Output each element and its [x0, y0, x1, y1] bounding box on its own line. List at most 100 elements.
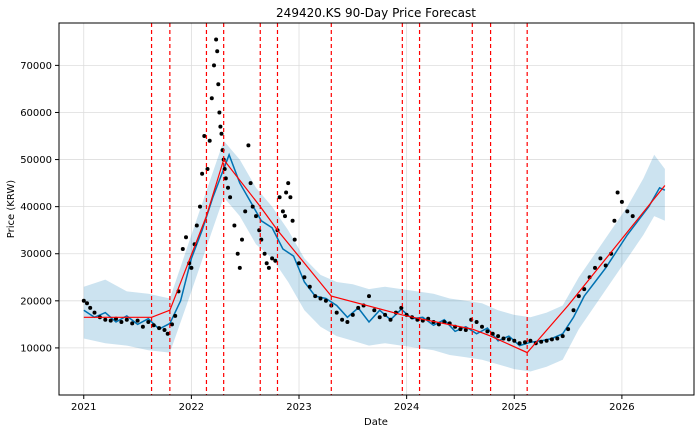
- x-tick-label: 2023: [286, 402, 311, 413]
- observed-point: [237, 265, 242, 270]
- observed-point: [345, 320, 350, 324]
- observed-point: [248, 181, 253, 186]
- observed-point: [103, 317, 108, 322]
- observed-point: [436, 322, 441, 327]
- observed-point: [124, 317, 129, 322]
- observed-point: [480, 324, 484, 329]
- observed-point: [262, 251, 267, 256]
- observed-point: [302, 275, 307, 280]
- observed-point: [162, 328, 167, 332]
- changepoint-lines: [150, 23, 528, 395]
- observed-point: [254, 214, 258, 219]
- x-axis-ticks: 2021 2022 2023 2024 2025 2026: [71, 395, 635, 413]
- observed-point: [517, 341, 522, 346]
- observed-point: [280, 209, 285, 214]
- observed-point: [318, 296, 323, 301]
- observed-point: [240, 237, 244, 242]
- observed-point: [506, 337, 511, 342]
- forecast-line: [83, 152, 666, 347]
- observed-point: [273, 258, 278, 263]
- observed-point: [593, 265, 597, 270]
- observed-point: [140, 324, 145, 329]
- y-tick-label: 60000: [20, 108, 52, 119]
- observed-point: [223, 176, 228, 181]
- y-tick-label: 40000: [20, 202, 52, 213]
- observed-point: [288, 195, 293, 200]
- observed-point: [217, 110, 222, 115]
- observed-point: [81, 298, 86, 303]
- observed-point: [130, 321, 135, 326]
- x-axis-label: Date: [364, 417, 388, 428]
- observed-point: [151, 323, 156, 328]
- observed-point: [215, 49, 220, 54]
- observed-point: [496, 334, 501, 339]
- observed-point: [218, 124, 223, 129]
- observed-point: [290, 218, 295, 223]
- y-tick-label: 10000: [20, 343, 52, 354]
- observed-point: [198, 204, 202, 209]
- observed-point: [560, 334, 565, 339]
- observed-point: [523, 340, 527, 345]
- observed-point: [85, 301, 89, 306]
- observed-point: [350, 312, 355, 317]
- observed-point: [528, 338, 533, 343]
- observed-point: [372, 308, 377, 313]
- observed-point: [157, 326, 162, 331]
- observed-point: [576, 294, 581, 299]
- observed-point: [313, 294, 318, 299]
- y-axis-ticks: 10000 20000 30000 40000 50000 60000 70000: [20, 61, 59, 354]
- observed-point: [474, 320, 479, 324]
- observed-point: [598, 256, 603, 261]
- observed-point: [284, 190, 289, 195]
- observed-point: [173, 313, 178, 318]
- x-tick-label: 2025: [502, 402, 527, 413]
- observed-point: [250, 204, 255, 209]
- y-tick-label: 20000: [20, 296, 52, 307]
- observed-point: [146, 320, 151, 324]
- observed-point: [490, 331, 495, 336]
- observed-point: [501, 336, 506, 341]
- observed-point: [228, 195, 233, 200]
- observed-point: [270, 256, 275, 261]
- observed-point: [216, 82, 221, 87]
- observed-point: [323, 298, 328, 303]
- x-tick-label: 2026: [609, 402, 634, 413]
- observed-point: [383, 312, 388, 317]
- observed-point: [549, 337, 554, 342]
- observed-point: [194, 223, 199, 228]
- y-tick-label: 50000: [20, 155, 52, 166]
- forecast-layer: [83, 152, 666, 347]
- observed-point: [219, 131, 224, 136]
- observed-point: [283, 214, 287, 219]
- observed-point: [135, 318, 140, 323]
- observed-point: [458, 327, 463, 332]
- observed-point: [582, 287, 587, 292]
- plot-frame: [58, 22, 695, 396]
- y-tick-label: 30000: [20, 249, 52, 260]
- observed-point: [367, 294, 371, 299]
- observed-point: [463, 328, 468, 332]
- observed-point: [544, 338, 549, 343]
- observed-point: [377, 315, 382, 320]
- observed-point: [212, 63, 216, 68]
- y-tick-label: 70000: [20, 61, 52, 72]
- x-tick-label: 2021: [71, 402, 96, 413]
- observed-point: [612, 218, 617, 223]
- observed-point: [235, 251, 240, 256]
- observed-point: [189, 265, 194, 270]
- observed-point: [566, 327, 571, 332]
- observed-point: [266, 265, 271, 270]
- chart-title: 249420.KS 90-Day Price Forecast: [276, 6, 476, 20]
- observed-point: [555, 336, 560, 341]
- observed-point: [334, 310, 339, 315]
- observed-point: [226, 185, 230, 190]
- observed-point: [340, 317, 345, 322]
- observed-point: [485, 329, 490, 334]
- observed-point: [625, 209, 630, 214]
- observed-point: [286, 181, 291, 186]
- observed-point: [88, 305, 93, 310]
- observed-point: [277, 195, 282, 200]
- observed-point: [92, 310, 97, 315]
- gridlines: [59, 23, 694, 395]
